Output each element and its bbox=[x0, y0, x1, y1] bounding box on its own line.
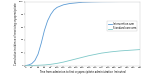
Intervention arm bbox=[101, 1, 102, 2]
Intervention arm bbox=[60, 6, 61, 7]
Intervention arm bbox=[28, 64, 29, 65]
Standard care arm bbox=[56, 63, 58, 64]
Intervention arm bbox=[120, 1, 121, 2]
Standard care arm bbox=[110, 51, 112, 52]
Standard care arm bbox=[44, 64, 45, 65]
Standard care arm bbox=[88, 55, 90, 56]
Intervention arm bbox=[139, 1, 140, 2]
Standard care arm bbox=[50, 64, 52, 65]
Line: Standard care arm: Standard care arm bbox=[25, 50, 140, 66]
Standard care arm bbox=[82, 57, 83, 58]
Standard care arm bbox=[139, 49, 140, 50]
Intervention arm bbox=[37, 54, 39, 55]
Intervention arm bbox=[53, 9, 55, 10]
Intervention arm bbox=[75, 2, 77, 3]
Intervention arm bbox=[91, 1, 93, 2]
Line: Intervention arm: Intervention arm bbox=[25, 2, 140, 66]
Intervention arm bbox=[66, 4, 68, 5]
Intervention arm bbox=[44, 30, 45, 31]
Standard care arm bbox=[63, 62, 64, 63]
Intervention arm bbox=[47, 20, 49, 21]
Standard care arm bbox=[25, 65, 26, 66]
Standard care arm bbox=[120, 50, 121, 51]
Legend: Intervention arm, Standard care arm: Intervention arm, Standard care arm bbox=[107, 21, 137, 31]
Intervention arm bbox=[50, 14, 52, 15]
Intervention arm bbox=[69, 3, 71, 4]
Intervention arm bbox=[31, 63, 33, 64]
Intervention arm bbox=[63, 4, 64, 5]
X-axis label: Time from admission to first cryoprecipitate administration (minutes): Time from admission to first cryoprecipi… bbox=[39, 70, 126, 74]
Intervention arm bbox=[34, 60, 36, 61]
Standard care arm bbox=[101, 53, 102, 54]
Intervention arm bbox=[40, 43, 42, 44]
Standard care arm bbox=[75, 58, 77, 59]
Y-axis label: Cumulative incidence of receiving cryoprecipitate: Cumulative incidence of receiving cryopr… bbox=[14, 2, 18, 65]
Intervention arm bbox=[82, 2, 83, 3]
Intervention arm bbox=[25, 65, 26, 66]
Standard care arm bbox=[37, 65, 39, 66]
Standard care arm bbox=[31, 65, 33, 66]
Standard care arm bbox=[94, 54, 96, 55]
Intervention arm bbox=[56, 7, 58, 8]
Intervention arm bbox=[72, 3, 74, 4]
Standard care arm bbox=[69, 60, 71, 61]
